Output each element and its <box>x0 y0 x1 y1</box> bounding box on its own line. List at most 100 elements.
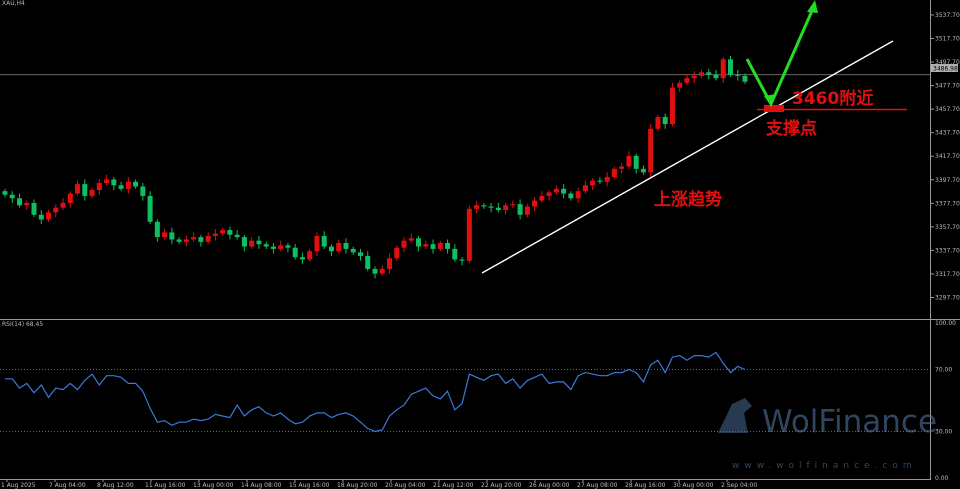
x-tick-label: 27 Aug 08:00 <box>577 482 618 489</box>
candle-body <box>205 235 211 242</box>
candle-body <box>263 244 269 247</box>
candle-body <box>459 259 465 261</box>
candle-body <box>343 243 349 249</box>
candle-body <box>648 128 654 173</box>
support-annotation: 支撑点 <box>766 118 817 139</box>
candle-body <box>234 234 240 238</box>
candle-body <box>684 78 690 83</box>
candle-body <box>640 168 646 173</box>
uptrend-line <box>481 40 894 274</box>
candle-body <box>510 204 516 206</box>
candle-body <box>169 232 175 240</box>
candle-body <box>133 181 139 187</box>
candle-body <box>111 179 117 186</box>
candle-body <box>249 240 255 247</box>
x-tick-label: 1 Aug 2025 <box>1 482 36 489</box>
symbol-label: XAU,H4 <box>2 0 25 7</box>
rsi-y-tick-label: 0.00 <box>935 475 949 482</box>
candle-body <box>698 72 704 76</box>
trend-annotation: 上涨趋势 <box>654 189 722 210</box>
candle-body <box>706 72 712 75</box>
x-tick-label: 15 Aug 16:00 <box>289 482 330 489</box>
candle-body <box>437 243 443 249</box>
rsi-y-tick-label: 100.00 <box>935 320 956 327</box>
candle-body <box>408 238 414 241</box>
x-tick-label: 11 Aug 16:00 <box>145 482 186 489</box>
candle-body <box>713 74 719 79</box>
candle-body <box>430 244 436 249</box>
price-tag-value: 3486.98 <box>933 66 958 73</box>
candle-body <box>655 117 661 129</box>
x-tick-label: 26 Aug 00:00 <box>529 482 570 489</box>
candle-body <box>321 235 327 247</box>
candle-body <box>278 245 284 249</box>
rsi-y-tick-label: 30.00 <box>935 429 952 436</box>
candle-body <box>53 207 59 213</box>
candle-body <box>481 205 487 207</box>
candle-body <box>394 247 400 259</box>
candle-body <box>575 191 581 199</box>
candle-body <box>314 235 320 252</box>
candle-body <box>212 233 218 236</box>
y-tick-label: 3337.70 <box>935 247 960 254</box>
x-tick-label: 2 Sep 04:00 <box>721 482 757 489</box>
level-annotation: 3460附近 <box>792 88 873 109</box>
candle-body <box>89 190 95 196</box>
x-tick-label: 18 Aug 20:00 <box>337 482 378 489</box>
candle-body <box>256 240 262 245</box>
candle-body <box>60 202 66 208</box>
candle-body <box>416 238 422 247</box>
candle-body <box>401 240 407 248</box>
candle-body <box>735 74 741 76</box>
x-tick-label: 30 Aug 00:00 <box>673 482 714 489</box>
candle-body <box>488 206 494 208</box>
candle-body <box>183 239 189 242</box>
candle-body <box>162 232 168 238</box>
candle-body <box>568 193 574 199</box>
candle-body <box>176 239 182 242</box>
candle-body <box>495 207 501 211</box>
x-tick-label: 22 Aug 20:00 <box>481 482 522 489</box>
x-tick-label: 7 Aug 04:00 <box>49 482 86 489</box>
price-tag-box <box>931 64 958 72</box>
candle-body <box>597 180 603 182</box>
candle-body <box>619 166 625 169</box>
candle-body <box>604 177 610 182</box>
rsi-line <box>5 351 746 433</box>
y-tick-label: 3537.70 <box>935 12 960 19</box>
candle-body <box>445 243 451 249</box>
y-tick-label: 3497.70 <box>935 59 960 66</box>
candle-body <box>285 245 291 248</box>
candle-body <box>82 184 88 196</box>
candle-body <box>532 200 538 207</box>
candle-body <box>67 193 73 203</box>
candle-body <box>328 246 334 252</box>
pullback-arrow-head <box>764 94 776 106</box>
candle-body <box>633 155 639 169</box>
candle-body <box>357 252 363 256</box>
candle-body <box>46 212 52 220</box>
y-tick-label: 3377.70 <box>935 200 960 207</box>
candle-body <box>75 184 81 194</box>
candle-body <box>241 237 247 247</box>
x-tick-label: 14 Aug 08:00 <box>241 482 282 489</box>
candle-body <box>125 181 131 189</box>
y-tick-label: 3457.70 <box>935 106 960 113</box>
watermark-brand: WolFinance <box>762 404 937 440</box>
candle-body <box>517 204 523 215</box>
candle-body <box>503 205 509 211</box>
candle-body <box>466 208 472 261</box>
forecast-arrow-head <box>807 0 818 13</box>
y-tick-label: 3397.70 <box>935 177 960 184</box>
candle-body <box>118 185 124 189</box>
candle-body <box>691 75 697 79</box>
candle-body <box>9 194 15 199</box>
candle-body <box>365 255 371 269</box>
x-tick-label: 21 Aug 12:00 <box>433 482 474 489</box>
candle-body <box>727 59 733 75</box>
candle-body <box>611 168 617 178</box>
candle-body <box>198 237 204 242</box>
candle-body <box>154 221 160 238</box>
candle-body <box>104 179 110 183</box>
